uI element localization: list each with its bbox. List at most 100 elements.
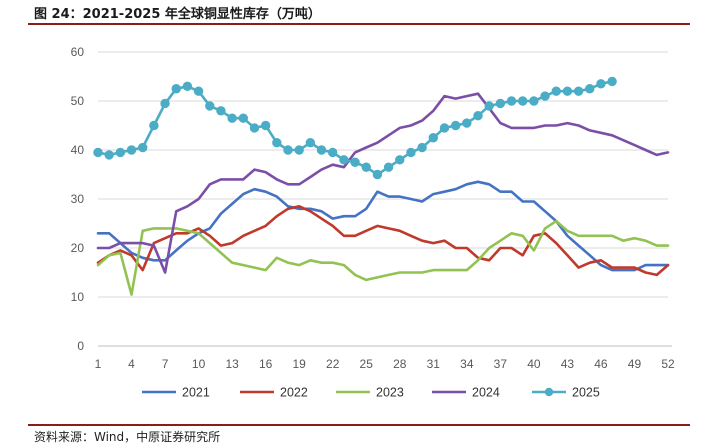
x-tick-label: 10 (192, 357, 206, 371)
data-point-2025 (138, 142, 148, 153)
data-point-2025 (238, 113, 248, 123)
data-point-2025 (596, 79, 606, 89)
x-tick-label: 1 (95, 357, 102, 371)
data-point-2025 (529, 96, 539, 106)
y-axis-ticks: 0 10 20 30 40 50 60 (71, 45, 85, 353)
data-point-2025 (149, 120, 159, 131)
data-point-2025 (227, 113, 237, 123)
data-point-2025 (104, 150, 114, 160)
data-point-2025 (462, 118, 472, 128)
data-point-2025 (506, 96, 517, 106)
legend-marker (544, 387, 554, 397)
x-tick-label: 28 (393, 357, 407, 371)
bottom-rule (28, 424, 690, 426)
data-point-2025 (551, 86, 561, 96)
series-line-2021 (96, 180, 670, 272)
data-point-2025 (182, 81, 193, 92)
data-point-2025 (361, 162, 371, 172)
y-tick-label: 20 (71, 241, 85, 255)
data-point-2025 (562, 86, 573, 96)
legend-label: 2023 (376, 386, 404, 400)
legend-item-2023: 2023 (336, 386, 404, 400)
legend-item-2021: 2021 (142, 386, 210, 400)
legend-label: 2025 (572, 386, 600, 400)
x-tick-label: 43 (561, 357, 575, 371)
series-2023 (96, 219, 670, 296)
x-tick-label: 49 (628, 357, 642, 371)
x-tick-label: 4 (128, 357, 135, 371)
chart-title: 图 24：2021-2025 年全球铜显性库存（万吨） (34, 7, 321, 22)
data-point-2025 (160, 98, 170, 109)
gridlines (98, 51, 668, 298)
legend-label: 2021 (182, 386, 210, 400)
data-point-2025 (518, 96, 528, 106)
data-point-2025 (171, 84, 181, 94)
x-axis-ticks: 1 4 7 10 13 16 19 22 25 28 31 34 37 40 43 46 49 52 (95, 357, 675, 371)
y-tick-label: 30 (71, 192, 85, 206)
data-point-2025 (328, 147, 338, 158)
data-point-2025 (305, 137, 316, 148)
data-point-2025 (115, 147, 126, 158)
y-tick-label: 0 (77, 339, 84, 353)
x-tick-label: 7 (162, 357, 169, 371)
series-line-2024 (96, 92, 670, 274)
legend-item-2022: 2022 (240, 386, 308, 400)
data-point-2025 (272, 137, 282, 148)
x-tick-label: 52 (661, 357, 675, 371)
data-point-2025 (417, 142, 427, 153)
top-rule (28, 23, 690, 25)
data-point-2025 (473, 111, 483, 121)
legend-label: 2024 (472, 386, 500, 400)
data-point-2025 (383, 162, 394, 172)
y-tick-label: 60 (71, 45, 85, 59)
y-tick-label: 10 (71, 290, 85, 304)
data-point-2025 (428, 133, 438, 143)
data-point-2025 (249, 123, 260, 133)
source-note: 资料来源：Wind，中原证券研究所 (34, 430, 221, 444)
x-tick-label: 31 (427, 357, 441, 371)
data-point-2025 (283, 145, 293, 155)
x-tick-label: 22 (326, 357, 340, 371)
data-point-2025 (350, 157, 360, 167)
legend-item-2024: 2024 (432, 386, 500, 400)
data-point-2025 (216, 106, 226, 116)
legend-label: 2022 (280, 386, 308, 400)
data-point-2025 (450, 120, 461, 131)
data-point-2025 (126, 145, 137, 155)
x-tick-label: 16 (259, 357, 273, 371)
data-point-2025 (205, 101, 215, 111)
data-point-2025 (316, 145, 327, 155)
series-line-2023 (96, 219, 670, 296)
x-tick-label: 46 (594, 357, 608, 371)
series-lines (93, 76, 670, 296)
data-point-2025 (339, 155, 349, 165)
data-point-2025 (260, 120, 271, 131)
data-point-2025 (395, 155, 405, 165)
data-point-2025 (294, 145, 304, 155)
legend-item-2025: 2025 (532, 386, 600, 400)
x-tick-label: 13 (225, 357, 239, 371)
data-point-2025 (585, 84, 595, 94)
y-tick-label: 40 (71, 143, 85, 157)
legend: 2021 2022 2023 2024 2025 (142, 386, 600, 400)
data-point-2025 (540, 91, 550, 101)
series-2021 (96, 180, 670, 272)
data-point-2025 (193, 86, 204, 96)
x-tick-label: 40 (527, 357, 541, 371)
data-point-2025 (573, 86, 584, 96)
x-tick-label: 34 (460, 357, 474, 371)
data-point-2025 (93, 147, 103, 158)
data-point-2025 (406, 147, 416, 158)
data-point-2025 (495, 98, 506, 109)
y-tick-label: 50 (71, 94, 85, 108)
series-2024 (96, 92, 670, 274)
series-2025 (93, 76, 617, 180)
series-line-2022 (96, 205, 670, 277)
x-tick-label: 37 (494, 357, 508, 371)
data-point-2025 (607, 76, 617, 87)
data-point-2025 (439, 123, 450, 133)
data-point-2025 (484, 101, 494, 111)
series-2022 (96, 205, 670, 277)
data-point-2025 (372, 169, 383, 180)
